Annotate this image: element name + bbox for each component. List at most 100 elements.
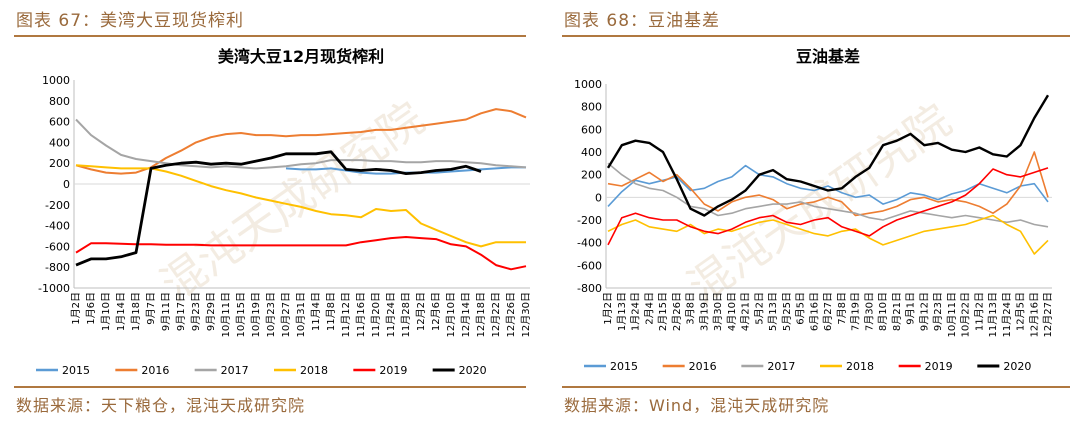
x-tick-label: 12月14日 (460, 292, 472, 337)
x-tick-label: 5月25日 (781, 292, 793, 331)
x-tick-label: 11月20日 (370, 292, 382, 337)
watermark: 混沌天成研究院 (152, 93, 434, 311)
y-tick-label: 0 (595, 191, 602, 204)
y-tick-label: 600 (49, 116, 70, 129)
y-tick-label: -600 (45, 240, 70, 253)
chart-title: 美湾大豆12月现货榨利 (218, 47, 384, 66)
x-tick-label: 11月12日 (340, 292, 352, 337)
series-line-2017 (75, 118, 527, 170)
legend-label-2017: 2017 (221, 364, 249, 377)
x-tick-label: 8月10日 (877, 292, 889, 331)
x-tick-label: 10月23日 (265, 292, 277, 337)
legend-label-2016: 2016 (689, 360, 717, 373)
chart-panel-right: 图表 68：豆油基差 混沌天成研究院 豆油基差 -800 -600 -400 -200 0 2… (548, 0, 1080, 424)
x-tick-label: 10月11日 (946, 292, 958, 337)
x-tick-label: 10月27日 (280, 292, 292, 337)
x-tick-label: 1月13日 (616, 292, 628, 331)
y-tick-label: 400 (581, 146, 602, 159)
x-tick-label: 3月19日 (698, 292, 710, 331)
y-tick-label: -400 (577, 237, 602, 250)
x-tick-label: 3月30日 (712, 292, 724, 331)
series-line-2020 (75, 150, 482, 267)
x-tick-label: 9月12日 (918, 292, 930, 331)
x-tick-label: 11月16日 (355, 292, 367, 337)
x-tick-label: 12月30日 (520, 292, 532, 337)
source-rule (562, 386, 1070, 388)
x-tick-label: 5月2日 (753, 292, 765, 325)
y-tick-label: -200 (45, 199, 70, 212)
y-tick-label: 400 (49, 136, 70, 149)
x-tick-label: 9月29日 (205, 292, 217, 331)
x-tick-label: 12月22日 (490, 292, 502, 337)
x-tick-label: 4月21日 (740, 292, 752, 331)
x-tick-label: 7月19日 (850, 292, 862, 331)
x-tick-label: 1月14日 (115, 292, 127, 331)
legend-label-2020: 2020 (1003, 360, 1031, 373)
x-tick-label: 1月18日 (130, 292, 142, 331)
x-tick-label: 9月23日 (932, 292, 944, 331)
chart-panel-left: 图表 67：美湾大豆现货榨利 混沌天成研究院 美湾大豆12月现货榨利 -1000 -8… (0, 0, 536, 424)
x-tick-label: 11月13日 (987, 292, 999, 337)
legend-label-2015: 2015 (610, 360, 638, 373)
x-tick-label: 2月26日 (671, 292, 683, 331)
x-tick-label: 9月1日 (905, 292, 917, 325)
x-tick-label: 1月10日 (100, 292, 112, 331)
series-line-2015 (607, 164, 1049, 207)
series-line-2019 (607, 167, 1049, 246)
x-tick-label: 11月4日 (310, 292, 322, 331)
x-tick-label: 10月15日 (235, 292, 247, 337)
y-tick-label: 0 (63, 178, 70, 191)
y-tick-label: 200 (581, 169, 602, 182)
y-tick-label: -200 (577, 214, 602, 227)
x-tick-label: 9月17日 (175, 292, 187, 331)
caption-rule (14, 35, 526, 37)
x-tick-label: 7月30日 (863, 292, 875, 331)
y-tick-label: -800 (577, 282, 602, 295)
x-tick-label: 1月6日 (85, 292, 97, 325)
legend-label-2018: 2018 (846, 360, 874, 373)
x-tick-label: 9月7日 (145, 292, 157, 325)
x-tick-label: 12月2日 (415, 292, 427, 331)
legend-label-2016: 2016 (141, 364, 169, 377)
x-tick-label: 9月11日 (160, 292, 172, 331)
series-line-2016 (607, 151, 1049, 217)
soyoil-basis-chart: 混沌天成研究院豆油基差-800-600-400-2000200400600800… (574, 47, 1054, 373)
x-tick-label: 1月2日 (602, 292, 614, 325)
chart-title: 豆油基差 (796, 47, 860, 66)
x-tick-label: 12月6日 (430, 292, 442, 331)
x-tick-label: 7月8日 (836, 292, 848, 325)
y-tick-label: 1000 (574, 78, 602, 91)
x-tick-label: 10月22日 (960, 292, 972, 337)
x-tick-label: 5月13日 (767, 292, 779, 331)
x-tick-label: 3月8日 (685, 292, 697, 325)
y-tick-label: 200 (49, 157, 70, 170)
legend-label-2017: 2017 (767, 360, 795, 373)
x-tick-label: 12月27日 (1042, 292, 1054, 337)
series-line-2020 (606, 94, 1050, 217)
legend-label-2015: 2015 (62, 364, 90, 377)
series-line-2017 (607, 162, 1049, 228)
source-rule (14, 386, 526, 388)
x-tick-label: 8月21日 (891, 292, 903, 331)
x-tick-label: 10月31日 (295, 292, 307, 337)
series-line-2018 (607, 214, 1049, 255)
y-tick-label: 1000 (42, 74, 70, 87)
caption-rule (562, 35, 1070, 37)
y-tick-label: -600 (577, 259, 602, 272)
legend-label-2019: 2019 (379, 364, 407, 377)
x-tick-label: 11月24日 (385, 292, 397, 337)
x-tick-label: 12月10日 (445, 292, 457, 337)
x-tick-label: 9月23日 (190, 292, 202, 331)
x-tick-label: 10月19日 (250, 292, 262, 337)
x-tick-label: 12月5日 (1015, 292, 1027, 331)
source-note: 数据来源：Wind，混沌天成研究院 (564, 396, 830, 415)
x-tick-label: 1月2日 (70, 292, 82, 325)
x-tick-label: 2月15日 (657, 292, 669, 331)
x-tick-label: 10月11日 (220, 292, 232, 337)
x-tick-label: 12月18日 (475, 292, 487, 337)
legend-label-2019: 2019 (925, 360, 953, 373)
x-tick-label: 1月24日 (630, 292, 642, 331)
source-note: 数据来源：天下粮仓，混沌天成研究院 (16, 396, 306, 415)
y-tick-label: 800 (49, 95, 70, 108)
x-tick-label: 11月28日 (400, 292, 412, 337)
